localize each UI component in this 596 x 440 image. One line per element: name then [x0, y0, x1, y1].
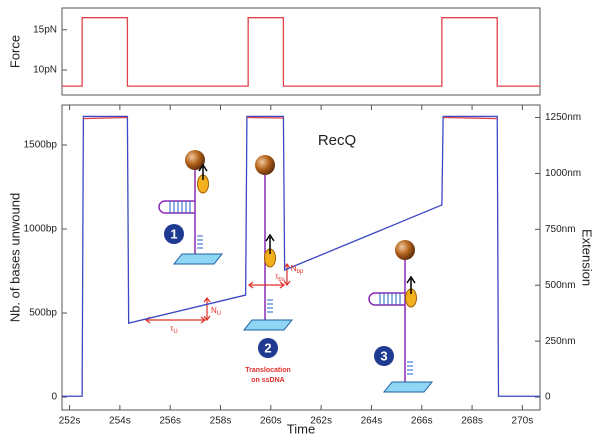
x-tick-label: 258s [210, 416, 232, 427]
x-tick-label: 260s [260, 416, 282, 427]
y-axis-label: Nb. of bases unwound [7, 193, 22, 322]
y-tick-label: 15pN [33, 24, 57, 35]
y-tick-label: 500bp [29, 308, 57, 319]
annotation: NU [211, 306, 221, 316]
x-tick-label: 266s [411, 416, 433, 427]
annotation-main: N [291, 264, 297, 273]
annotation: 2 [264, 340, 271, 355]
y2-tick-label: 750nm [545, 224, 576, 235]
y2-tick-label: 0 [545, 392, 551, 403]
annotation: τbs [275, 272, 285, 282]
annotation: Translocation [245, 367, 291, 374]
x-tick-label: 254s [109, 416, 131, 427]
x-tick-label: 256s [159, 416, 181, 427]
y-tick-label: 0 [51, 392, 57, 403]
y-tick-label: 1500bp [24, 140, 58, 151]
annotation: Nbp [291, 264, 304, 274]
annotation-main: τ [275, 272, 279, 281]
plot-frame [61, 7, 541, 96]
x-tick-label: 268s [461, 416, 483, 427]
annotation-sub: bp [297, 269, 304, 275]
annotation: τU [170, 324, 178, 334]
annotation: on ssDNA [251, 377, 284, 384]
x-axis-label: Time [287, 421, 315, 435]
x-tick-label: 264s [361, 416, 383, 427]
data-line [83, 116, 498, 120]
x-tick-label: 262s [310, 416, 332, 427]
y-axis-label: Force [7, 35, 22, 68]
y-tick-label: 10pN [33, 65, 57, 76]
data-line [62, 115, 540, 397]
x-tick-label: 252s [59, 416, 81, 427]
annotation-sub: U [217, 311, 221, 317]
data-line [62, 17, 540, 87]
y2-tick-label: 1000nm [545, 168, 581, 179]
annotation: 3 [380, 348, 387, 363]
y2-tick-label: 500nm [545, 280, 576, 291]
annotation-sub: bs [278, 277, 284, 283]
y2-axis-label: Extension [580, 229, 595, 286]
y-tick-label: 1000bp [24, 224, 58, 235]
y2-tick-label: 1250nm [545, 112, 581, 123]
y2-tick-label: 250nm [545, 336, 576, 347]
plot-frame [61, 104, 541, 411]
annotation-main: τ [170, 324, 174, 333]
x-tick-label: 270s [512, 416, 534, 427]
schematics [145, 150, 434, 393]
annotation-main: N [211, 306, 217, 315]
chart-title: RecQ [318, 132, 356, 149]
annotation-sub: U [173, 329, 177, 335]
annotation: 1 [170, 226, 177, 241]
